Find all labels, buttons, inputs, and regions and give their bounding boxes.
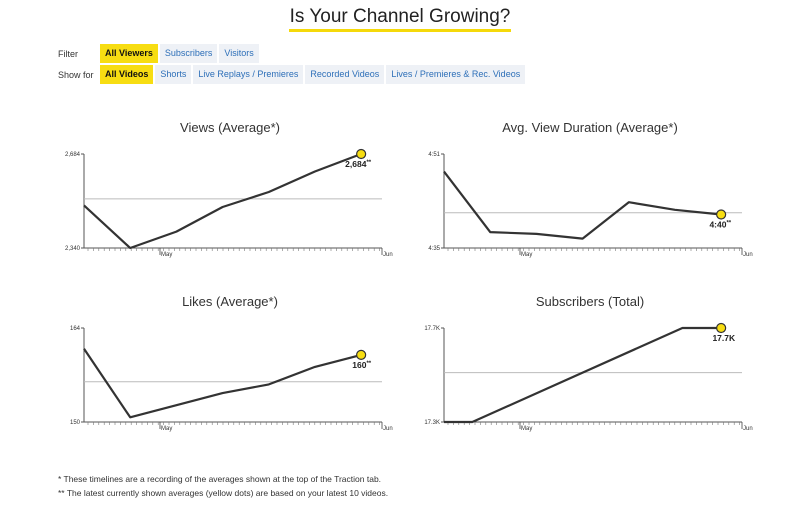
duration-chart: 4:51 4:35 May Jun 4:40**	[428, 152, 753, 258]
latest-value-label: 4:40**	[709, 220, 731, 230]
x-tick-label: Jun	[383, 252, 393, 258]
show-live-replays[interactable]: Live Replays / Premieres	[193, 65, 304, 84]
views-chart-panel: Views (Average*) 2,684 2,340 May Jun 2,684**	[60, 120, 400, 280]
latest-value-dot	[356, 349, 367, 360]
x-tick-label: May	[521, 426, 532, 432]
show-for-row: Show for All Videos Shorts Live Replays …	[58, 65, 527, 84]
filter-subscribers[interactable]: Subscribers	[159, 44, 218, 63]
x-tick-label: Jun	[743, 426, 753, 432]
y-tick-label: 164	[70, 326, 81, 332]
chart-title: Avg. View Duration (Average*)	[502, 120, 678, 135]
y-tick-label: 17.7K	[424, 326, 440, 332]
latest-value-suffix: **	[366, 361, 371, 367]
filter-row: Filter All Viewers Subscribers Visitors	[58, 44, 261, 63]
series-line	[443, 170, 722, 240]
y-tick-label: 4:51	[428, 152, 440, 158]
y-tick-label: 2,340	[65, 246, 81, 252]
show-shorts[interactable]: Shorts	[155, 65, 192, 84]
latest-value-label: 2,684**	[345, 159, 372, 169]
likes-chart: 164 150 May Jun 160**	[70, 326, 393, 432]
y-tick-label: 150	[70, 420, 81, 426]
filter-all-viewers[interactable]: All Viewers	[100, 44, 158, 63]
likes-chart-panel: Likes (Average*) 164 150 May Jun 160**	[60, 294, 400, 454]
show-lives-premieres-rec[interactable]: Lives / Premieres & Rec. Videos	[386, 65, 526, 84]
subscribers-chart: 17.7K 17.3K May Jun 17.7K	[424, 322, 753, 432]
filter-visitors[interactable]: Visitors	[219, 44, 259, 63]
footnote-2: ** The latest currently shown averages (…	[58, 488, 389, 498]
duration-chart-panel: Avg. View Duration (Average*) 4:51 4:35 Ma…	[420, 120, 760, 280]
subscribers-chart-panel: Subscribers (Total) 17.7K 17.3K May Jun 17.7…	[420, 294, 760, 454]
series-line	[444, 326, 722, 424]
chart-title: Likes (Average*)	[182, 294, 278, 309]
latest-value-dot	[716, 322, 727, 334]
latest-value-label: 17.7K	[712, 333, 736, 343]
latest-value-dot	[716, 209, 727, 220]
show-for-label: Show for	[58, 69, 94, 80]
x-tick-label: May	[161, 252, 172, 258]
latest-value-label: 160**	[352, 360, 372, 370]
y-tick-label: 2,684	[65, 152, 81, 158]
views-chart: 2,684 2,340 May Jun 2,684**	[65, 148, 393, 258]
latest-value-dot	[356, 148, 367, 160]
chart-title: Views (Average*)	[180, 120, 280, 135]
series-line	[83, 152, 362, 250]
x-tick-label: May	[161, 426, 172, 432]
latest-value-suffix: **	[366, 160, 371, 166]
chart-title: Subscribers (Total)	[535, 294, 645, 309]
series-line	[83, 348, 362, 419]
footnote-1: * These timelines are a recording of the…	[58, 474, 382, 484]
page-title: Is Your Channel Growing?	[288, 6, 512, 32]
x-tick-label: Jun	[383, 426, 393, 432]
show-recorded-videos[interactable]: Recorded Videos	[305, 65, 385, 84]
latest-value-suffix: **	[726, 221, 731, 227]
x-tick-label: May	[521, 252, 532, 258]
x-tick-label: Jun	[743, 252, 753, 258]
y-tick-label: 17.3K	[424, 420, 440, 426]
show-all-videos[interactable]: All Videos	[100, 65, 154, 84]
filter-label: Filter	[58, 48, 78, 59]
y-tick-label: 4:35	[428, 246, 440, 252]
